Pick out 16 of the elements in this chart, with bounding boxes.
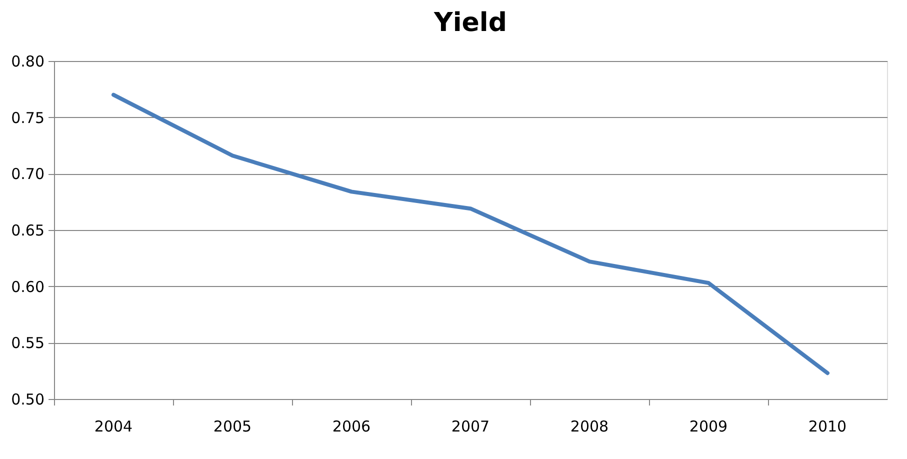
x-tick-label: 2009 <box>689 418 728 436</box>
x-tick-label: 2008 <box>570 418 609 436</box>
x-tick-label: 2006 <box>332 418 371 436</box>
x-tick-label: 2005 <box>213 418 252 436</box>
y-tick-label: 0.55 <box>11 334 44 352</box>
y-tick-label: 0.75 <box>11 108 44 127</box>
y-tick-label: 0.60 <box>11 278 44 296</box>
x-tick-label: 2004 <box>94 418 133 436</box>
y-tick-label: 0.80 <box>11 52 44 70</box>
x-tick-label: 2010 <box>808 418 847 436</box>
chart-title: Yield <box>433 8 507 38</box>
line-series <box>112 92 830 376</box>
y-tick-label: 0.50 <box>11 390 44 408</box>
x-tick-label: 2007 <box>451 418 490 436</box>
y-tick-label: 0.70 <box>11 165 44 184</box>
y-tick-label: 0.65 <box>11 222 44 240</box>
